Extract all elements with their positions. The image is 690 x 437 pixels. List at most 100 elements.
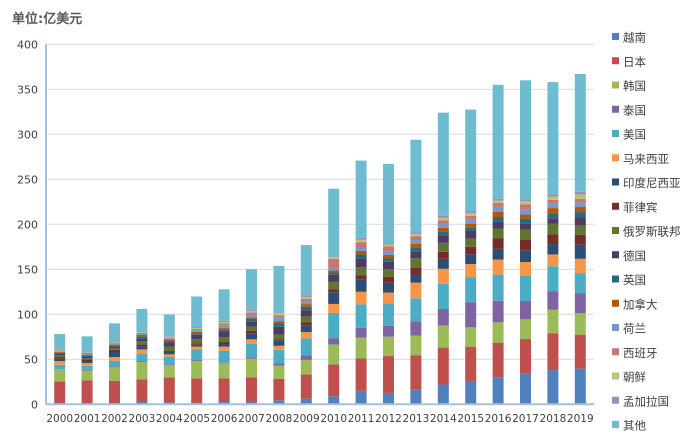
bar-segment	[136, 341, 148, 345]
bar-segment	[136, 401, 148, 405]
legend-swatch	[612, 81, 619, 89]
bar-segment	[300, 338, 312, 356]
bar-segment	[163, 356, 175, 365]
legend-swatch	[612, 154, 619, 162]
bar-segment	[547, 194, 559, 197]
bar-segment	[492, 211, 504, 218]
legend-label: 德国	[623, 249, 646, 263]
bar-segment	[574, 194, 586, 199]
bar-segment	[574, 217, 586, 226]
legend-swatch	[612, 227, 619, 234]
bar-segment	[492, 221, 504, 229]
bar-segment	[81, 356, 93, 359]
bar-segment	[520, 201, 531, 205]
y-tick-label: 300	[17, 128, 38, 141]
bar-segment	[547, 234, 559, 245]
legend-label: 孟加拉国	[623, 394, 669, 408]
bar-segment	[355, 254, 367, 259]
x-tick-label: 2009	[293, 413, 320, 425]
bar-segment	[163, 364, 175, 378]
bar-segment	[81, 380, 93, 404]
x-tick-label: 2003	[129, 413, 156, 425]
bar-segment	[218, 362, 230, 364]
bar-segment	[465, 277, 477, 303]
bar-segment	[191, 378, 203, 403]
bar-segment	[437, 251, 449, 259]
bar-segment	[246, 401, 257, 405]
bar-segment	[246, 343, 257, 358]
bar-segment	[163, 336, 175, 337]
bar-segment	[355, 239, 367, 243]
bar-segment	[218, 325, 230, 329]
bar-segment	[109, 345, 120, 347]
bar-segment	[54, 352, 66, 354]
bar-segment	[328, 272, 340, 275]
bar-segment	[218, 289, 230, 321]
bar-segment	[81, 353, 93, 354]
bar-segment	[109, 348, 120, 351]
bar-segment	[300, 359, 312, 375]
x-tick-label: 2019	[567, 413, 594, 425]
bar-segment	[136, 332, 148, 334]
x-tick-label: 2006	[211, 413, 238, 425]
bar-segment	[520, 214, 531, 219]
bar-segment	[191, 334, 203, 340]
bar-segment	[191, 360, 203, 379]
bar-segment	[328, 270, 340, 273]
bar-segment	[109, 341, 120, 343]
bar-segment	[383, 276, 394, 283]
bar-segment	[328, 258, 340, 268]
bar-segment	[81, 370, 93, 381]
bar-segment	[465, 211, 477, 214]
bar-segment	[355, 291, 367, 305]
bar-segment	[246, 310, 257, 313]
bar-segment	[328, 267, 340, 271]
bar-segment	[574, 273, 586, 294]
bar-segment	[355, 160, 367, 238]
bar-segment	[246, 312, 257, 315]
bar-segment	[81, 355, 93, 357]
bar-segment	[410, 258, 422, 268]
bar-segment	[520, 209, 531, 215]
bar-segment	[191, 344, 203, 347]
bar-segment	[355, 327, 367, 338]
bar-segment	[383, 261, 394, 270]
bar-segment	[492, 274, 504, 301]
bar-segment	[109, 357, 120, 361]
bar-segment	[383, 244, 394, 247]
bar-segment	[465, 230, 477, 239]
bar-segment	[246, 358, 257, 378]
bar-segment	[355, 247, 367, 251]
bar-segment	[328, 303, 340, 313]
bar-segment	[492, 202, 504, 207]
bar-segment	[218, 322, 230, 324]
bar-segment	[574, 212, 586, 218]
bar-segment	[547, 196, 559, 200]
bar-segment	[273, 313, 285, 316]
bar-segment	[136, 308, 148, 332]
bar-segment	[191, 331, 203, 334]
bar-segment	[437, 231, 449, 236]
bar-segment	[109, 323, 120, 342]
x-tick-label: 2015	[457, 413, 484, 425]
x-tick-label: 2007	[238, 413, 265, 425]
bar-segment	[328, 364, 340, 397]
legend-swatch	[612, 105, 619, 113]
bar-segment	[492, 248, 504, 260]
bar-segment	[218, 332, 230, 338]
bar-segment	[355, 250, 367, 255]
bar-segment	[54, 357, 66, 359]
legend-label: 美国	[623, 128, 646, 142]
bar-segment	[54, 381, 66, 404]
bar-segment	[574, 293, 586, 314]
legend-label: 加拿大	[623, 297, 658, 311]
bar-segment	[437, 215, 449, 218]
y-tick-label: 400	[17, 38, 38, 51]
bar-segment	[136, 336, 148, 339]
bar-segment	[492, 259, 504, 275]
legend-swatch	[612, 251, 619, 259]
bar-segment	[547, 309, 559, 334]
bar-segment	[520, 300, 531, 320]
bar-segment	[547, 244, 559, 255]
bar-segment	[328, 338, 340, 345]
